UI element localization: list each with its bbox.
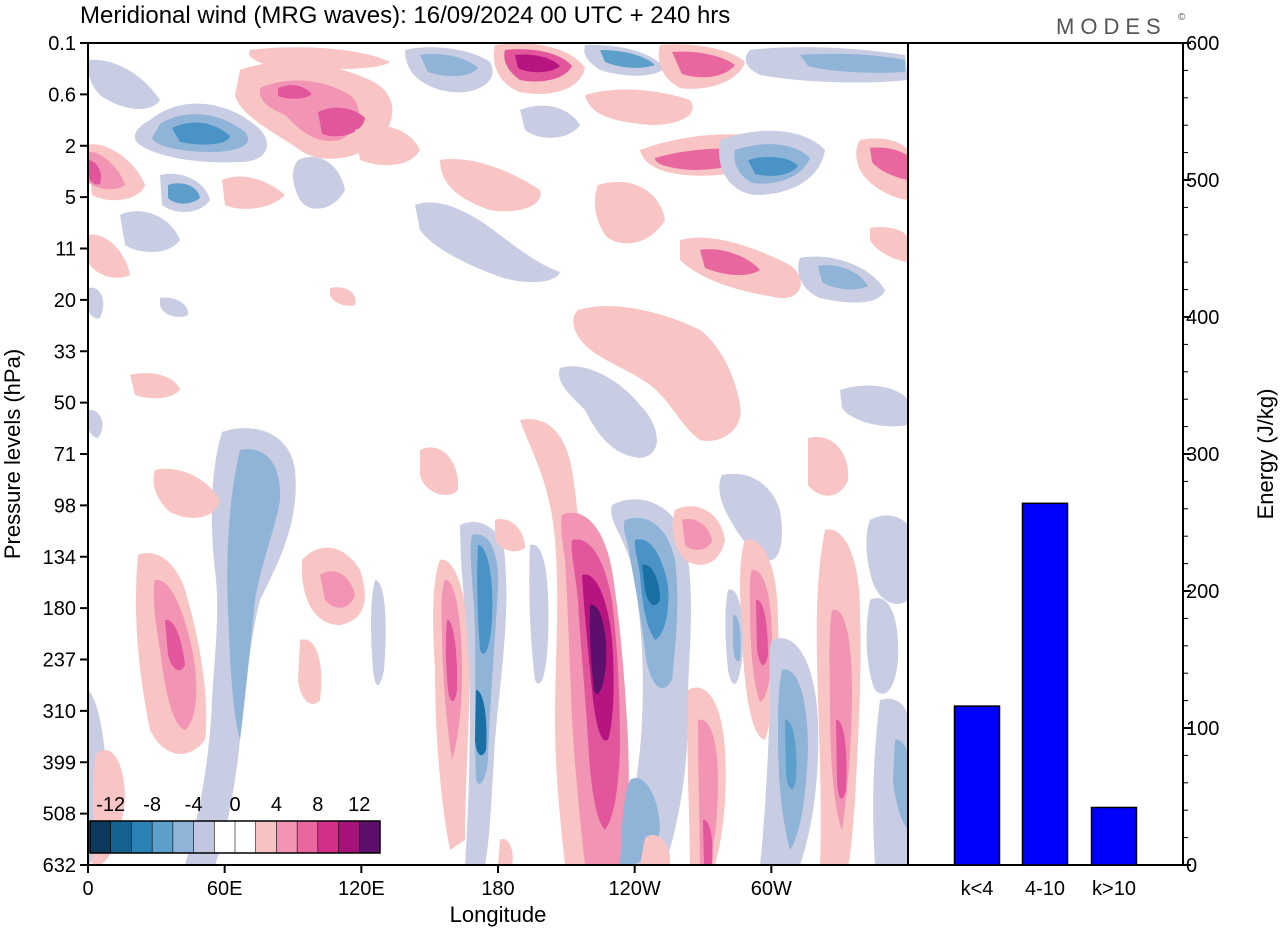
colorbar-swatch [297, 821, 319, 853]
x-tick-label: 120E [338, 878, 385, 900]
y-tick-label: 20 [54, 290, 76, 312]
y-tick-label: 237 [43, 650, 76, 672]
colorbar-swatch [152, 821, 174, 853]
pressure-axis: 0.1 0.6 2 5 11 20 33 50 71 98 134 180 237 310 399 508 63… [43, 33, 88, 877]
y-tick-label: 2 [65, 136, 76, 158]
colorbar-swatch [255, 821, 277, 853]
colorbar: -12 -8 -4 0 4 8 12 [89, 794, 381, 854]
colorbar-swatch [193, 821, 215, 853]
energy-tick-label: 500 [1186, 170, 1219, 192]
energy-tick-label: 600 [1186, 33, 1219, 55]
y-tick-label: 71 [54, 444, 76, 466]
y-tick-label: 632 [43, 855, 76, 877]
energy-tick-label: 200 [1186, 581, 1219, 603]
x-tick-label: 60E [207, 878, 243, 900]
colorbar-swatch [338, 821, 360, 853]
energy-bar [953, 705, 1001, 866]
colorbar-label: -8 [143, 794, 161, 816]
y-tick-label: 134 [43, 547, 76, 569]
x-tick-label: 180 [481, 878, 514, 900]
colorbar-label: -12 [96, 794, 125, 816]
colorbar-swatch [90, 821, 112, 853]
logo-text: MODES [1056, 14, 1167, 39]
contour-field [88, 43, 908, 865]
modes-logo: MODES © [1056, 12, 1186, 39]
energy-bars: k<4 4-10 k>10 [953, 502, 1138, 900]
y-tick-label: 310 [43, 701, 76, 723]
y-tick-label: 0.6 [48, 84, 76, 106]
x-axis-label: Longitude [450, 902, 547, 927]
energy-category-label: k<4 [961, 878, 994, 900]
energy-tick-label: 0 [1186, 855, 1197, 877]
y-tick-label: 0.1 [48, 33, 76, 55]
y-tick-label: 399 [43, 752, 76, 774]
colorbar-swatch [317, 821, 339, 853]
energy-tick-label: 400 [1186, 307, 1219, 329]
y-axis-label: Pressure levels (hPa) [0, 349, 25, 559]
colorbar-swatch [359, 821, 381, 853]
x-tick-label: 0 [82, 878, 93, 900]
y-tick-label: 180 [43, 598, 76, 620]
colorbar-swatch [214, 821, 236, 853]
colorbar-swatch [110, 821, 132, 853]
energy-tick-label: 300 [1186, 444, 1219, 466]
energy-axis: 0 100 200 300 400 500 600 [1183, 33, 1219, 877]
energy-bar [1090, 806, 1138, 866]
y-tick-label: 11 [55, 239, 76, 261]
colorbar-label: -4 [185, 794, 203, 816]
colorbar-swatch [276, 821, 298, 853]
y-tick-label: 5 [65, 187, 76, 209]
y-tick-label: 508 [43, 804, 76, 826]
colorbar-label: 0 [229, 794, 240, 816]
y-tick-label: 33 [54, 341, 76, 363]
energy-category-label: k>10 [1092, 878, 1136, 900]
colorbar-label: 4 [271, 794, 282, 816]
y-tick-label: 50 [54, 393, 76, 415]
y-tick-label: 98 [54, 495, 76, 517]
contour-region-upper [88, 43, 908, 319]
contour-region-mid [88, 306, 908, 458]
energy-tick-label: 100 [1186, 718, 1219, 740]
chart-title: Meridional wind (MRG waves): 16/09/2024 … [80, 2, 730, 29]
energy-bar [1021, 502, 1069, 866]
colorbar-label: 8 [312, 794, 323, 816]
colorbar-label: 12 [348, 794, 370, 816]
colorbar-swatch [131, 821, 153, 853]
logo-mark: © [1178, 12, 1186, 23]
colorbar-swatch [172, 821, 194, 853]
energy-category-label: 4-10 [1025, 878, 1065, 900]
longitude-axis: 0 60E 120E 180 120W 60W [82, 865, 792, 900]
x-tick-label: 120W [609, 878, 661, 900]
x-tick-label: 60W [751, 878, 792, 900]
colorbar-swatch [235, 821, 257, 853]
energy-axis-label: Energy (J/kg) [1253, 389, 1278, 520]
contour-region-lower [88, 419, 908, 865]
